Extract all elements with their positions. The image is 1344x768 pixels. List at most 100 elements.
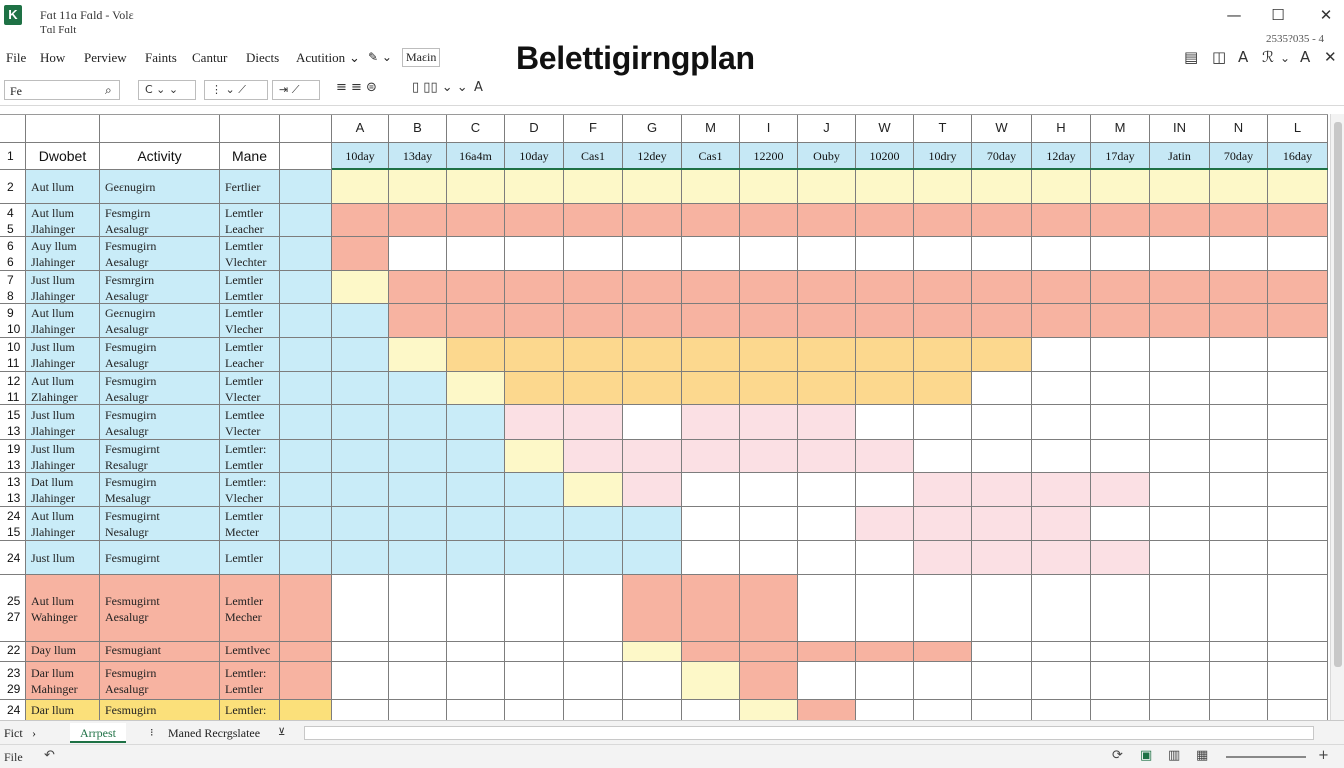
gantt-cell[interactable] — [1032, 204, 1091, 237]
spacer-cell[interactable] — [280, 170, 332, 204]
spacer-cell[interactable] — [280, 473, 332, 507]
spacer-cell[interactable] — [280, 507, 332, 541]
gantt-cell[interactable] — [740, 473, 798, 507]
gantt-cell[interactable] — [972, 541, 1032, 575]
owner-cell[interactable]: Lemtler Mecter — [220, 507, 280, 541]
gantt-cell[interactable] — [447, 507, 505, 541]
gantt-cell[interactable] — [856, 338, 914, 372]
name-cell[interactable]: Dat llum Jlahinger — [26, 473, 100, 507]
gantt-cell[interactable] — [682, 440, 740, 473]
gantt-cell[interactable] — [623, 237, 682, 271]
activity-cell[interactable]: Fesmugirnt Aesalugr — [100, 575, 220, 642]
activity-cell[interactable]: Fesmugirnt Nesalugr — [100, 507, 220, 541]
menu-diects[interactable]: Diects — [246, 50, 280, 65]
name-cell[interactable]: Aut llum Wahinger — [26, 575, 100, 642]
name-cell[interactable]: Aut llum Jlahinger — [26, 507, 100, 541]
date-header[interactable]: 13day — [389, 143, 447, 170]
gantt-cell[interactable] — [332, 304, 389, 338]
gantt-cell[interactable] — [564, 473, 623, 507]
gantt-cell[interactable] — [389, 662, 447, 700]
corner-cell[interactable] — [100, 115, 220, 143]
gantt-cell[interactable] — [332, 405, 389, 440]
gantt-cell[interactable] — [1210, 575, 1268, 642]
gantt-cell[interactable] — [972, 372, 1032, 405]
close-icon[interactable]: ✕ — [1324, 48, 1337, 66]
gantt-cell[interactable] — [856, 372, 914, 405]
owner-cell[interactable]: Lemtler Lemtler — [220, 271, 280, 304]
sheet-tab-icon[interactable]: ⁝ — [150, 726, 154, 739]
gantt-cell[interactable] — [1268, 405, 1328, 440]
gantt-cell[interactable] — [389, 440, 447, 473]
gantt-cell[interactable] — [914, 440, 972, 473]
name-cell[interactable]: Just llum Jlahinger — [26, 338, 100, 372]
gantt-cell[interactable] — [740, 237, 798, 271]
name-cell[interactable]: Dar llum Mahinger — [26, 662, 100, 700]
gantt-cell[interactable] — [1210, 338, 1268, 372]
gantt-cell[interactable] — [447, 642, 505, 662]
gantt-cell[interactable] — [1032, 271, 1091, 304]
gantt-cell[interactable] — [389, 541, 447, 575]
gantt-cell[interactable] — [1210, 440, 1268, 473]
gantt-cell[interactable] — [1268, 541, 1328, 575]
gantt-cell[interactable] — [972, 642, 1032, 662]
gantt-cell[interactable] — [564, 642, 623, 662]
gantt-cell[interactable] — [564, 204, 623, 237]
gantt-cell[interactable] — [1032, 405, 1091, 440]
account-icon[interactable]: ℛ — [1262, 48, 1274, 66]
date-header[interactable]: 17day — [1091, 143, 1150, 170]
gantt-cell[interactable] — [1091, 271, 1150, 304]
gantt-cell[interactable] — [682, 662, 740, 700]
gantt-cell[interactable] — [1091, 642, 1150, 662]
gantt-cell[interactable] — [505, 170, 564, 204]
gantt-cell[interactable] — [623, 170, 682, 204]
border-tool-icons[interactable]: ▯ ▯▯ ⌄ ⌄ — [412, 80, 468, 95]
gantt-cell[interactable] — [682, 372, 740, 405]
gantt-cell[interactable] — [447, 473, 505, 507]
vertical-scrollbar[interactable] — [1330, 114, 1344, 720]
gantt-cell[interactable] — [682, 642, 740, 662]
gantt-cell[interactable] — [1210, 473, 1268, 507]
owner-cell[interactable]: Fertlier — [220, 170, 280, 204]
gantt-cell[interactable] — [1150, 304, 1210, 338]
corner-cell[interactable] — [220, 115, 280, 143]
menu-cantur[interactable]: Cantur — [192, 50, 228, 65]
page-icon[interactable]: ▦ — [1196, 748, 1209, 763]
gantt-cell[interactable] — [623, 575, 682, 642]
gantt-cell[interactable] — [740, 642, 798, 662]
gantt-cell[interactable] — [389, 338, 447, 372]
gantt-cell[interactable] — [972, 170, 1032, 204]
gantt-cell[interactable] — [972, 271, 1032, 304]
column-header[interactable]: H — [1032, 115, 1091, 143]
gantt-cell[interactable] — [1091, 170, 1150, 204]
gantt-cell[interactable] — [1150, 338, 1210, 372]
gantt-cell[interactable] — [505, 338, 564, 372]
name-cell[interactable]: Aut llum Zlahinger — [26, 372, 100, 405]
gantt-cell[interactable] — [682, 304, 740, 338]
gantt-cell[interactable] — [623, 440, 682, 473]
gantt-cell[interactable] — [740, 575, 798, 642]
gantt-cell[interactable] — [740, 170, 798, 204]
gantt-cell[interactable] — [798, 507, 856, 541]
gantt-cell[interactable] — [914, 662, 972, 700]
chevron-down-icon[interactable]: ⌄ — [1280, 51, 1291, 65]
gantt-cell[interactable] — [505, 440, 564, 473]
gantt-cell[interactable] — [798, 642, 856, 662]
gantt-cell[interactable] — [1210, 662, 1268, 700]
gantt-cell[interactable] — [740, 204, 798, 237]
date-header[interactable]: 10dry — [914, 143, 972, 170]
gantt-cell[interactable] — [1032, 440, 1091, 473]
column-header[interactable]: I — [740, 115, 798, 143]
gantt-cell[interactable] — [856, 405, 914, 440]
gantt-cell[interactable] — [856, 170, 914, 204]
column-header[interactable]: B — [389, 115, 447, 143]
gantt-cell[interactable] — [1210, 204, 1268, 237]
gantt-cell[interactable] — [740, 440, 798, 473]
date-header[interactable]: 12200 — [740, 143, 798, 170]
gantt-cell[interactable] — [1150, 170, 1210, 204]
column-header[interactable]: M — [1091, 115, 1150, 143]
gantt-cell[interactable] — [447, 237, 505, 271]
gantt-cell[interactable] — [914, 170, 972, 204]
gantt-cell[interactable] — [564, 304, 623, 338]
gantt-cell[interactable] — [1150, 662, 1210, 700]
gantt-cell[interactable] — [332, 507, 389, 541]
